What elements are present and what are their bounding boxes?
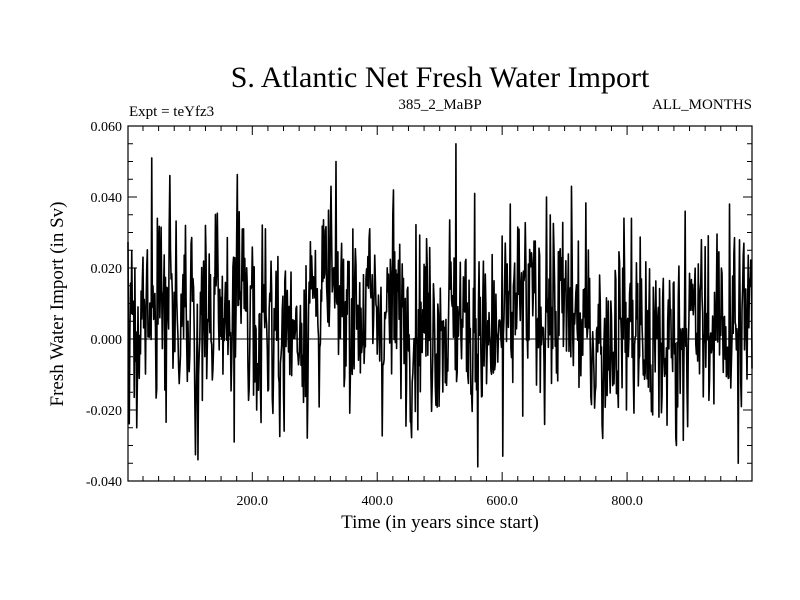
y-tick-label: 0.040 [91,191,123,206]
x-tick-label: 800.0 [611,494,643,509]
series-line [127,142,753,468]
chart-title: S. Atlantic Net Fresh Water Import [231,61,650,94]
y-tick-label: -0.020 [86,404,122,419]
x-tick-label: 600.0 [486,494,518,509]
y-tick-label: 0.060 [91,120,123,135]
y-tick-label: 0.000 [91,333,123,348]
y-tick-label: -0.040 [86,475,122,490]
y-tick-label: 0.020 [91,262,123,277]
experiment-label: Expt = teYfz3 [129,104,214,120]
x-axis-label: Time (in years since start) [341,512,539,533]
run-label: 385_2_MaBP [398,97,481,113]
x-tick-label: 200.0 [237,494,269,509]
y-axis-label: Fresh Water Import (in Sv) [47,202,68,407]
axes-ticks: -0.040 -0.020 0.000 0.020 0.040 0.060 200.0 400… [86,120,753,509]
months-label: ALL_MONTHS [652,97,752,113]
plot-area [127,125,753,482]
x-tick-label: 400.0 [361,494,393,509]
